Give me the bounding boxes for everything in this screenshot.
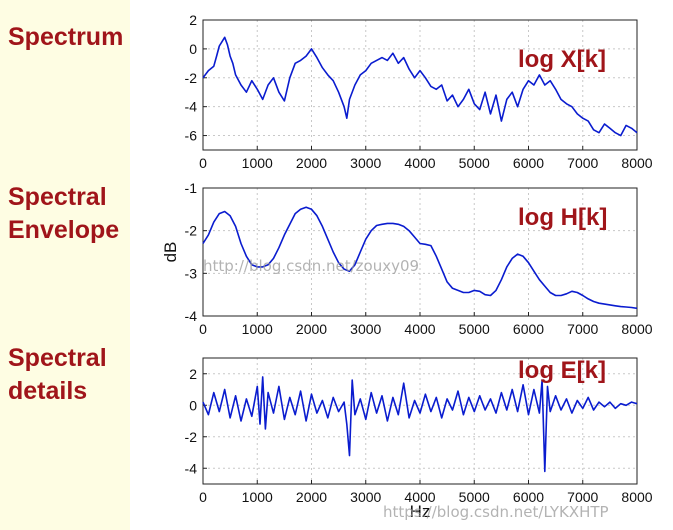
chart2-xtick-label: 5000 <box>459 321 490 337</box>
chart2-ytick-label: -1 <box>185 180 198 196</box>
chart2-series-line <box>202 206 638 310</box>
chart2-ytick-label: -4 <box>185 308 198 324</box>
chart2-ytick-label: -2 <box>185 223 198 239</box>
chart3-xtick-label: 4000 <box>404 489 435 505</box>
label-spectral-envelope-line2: Envelope <box>8 216 120 244</box>
chart1-xtick-label: 2000 <box>296 155 327 171</box>
chart2-xtick-label: 0 <box>199 321 207 337</box>
chart1-xtick-label: 8000 <box>621 155 652 171</box>
chart2-ylabel: dB <box>161 242 180 263</box>
chart3-ytick-label: 2 <box>189 366 197 382</box>
chart2-xtick-label: 6000 <box>513 321 544 337</box>
chart3-xlabel: Hz <box>410 502 431 521</box>
chart1-xtick-label: 7000 <box>567 155 598 171</box>
chart3-xtick-label: 2000 <box>296 489 327 505</box>
label-spectral-envelope-line1: Spectral <box>8 183 107 211</box>
chart3-xtick-label: 0 <box>199 489 207 505</box>
label-spectral-details-line1: Spectral <box>8 344 107 372</box>
watermark-middle: http://blog.csdn.net/zouxy09 <box>203 257 420 275</box>
label-spectral-details-line2: details <box>8 377 88 405</box>
chart2-xtick-label: 1000 <box>242 321 273 337</box>
chart1-xtick-label: 6000 <box>513 155 544 171</box>
chart2-xtick-label: 8000 <box>621 321 652 337</box>
chart2-annotation: log H[k] <box>518 204 607 231</box>
chart1-xtick-label: 4000 <box>404 155 435 171</box>
chart1-ytick-label: -2 <box>185 70 198 86</box>
chart2-xtick-label: 3000 <box>350 321 381 337</box>
chart3-xtick-label: 6000 <box>513 489 544 505</box>
chart2-xtick-label: 2000 <box>296 321 327 337</box>
chart3-ytick-label: -2 <box>185 429 198 445</box>
chart1-ytick-label: 2 <box>189 12 197 28</box>
chart1-annotation: log X[k] <box>518 46 606 73</box>
chart3-xtick-label: 1000 <box>242 489 273 505</box>
label-spectrum: Spectrum <box>8 23 124 51</box>
chart2-xtick-label: 4000 <box>404 321 435 337</box>
chart3-ytick-label: -4 <box>185 460 198 476</box>
chart3-ytick-label: 0 <box>189 397 197 413</box>
left-label-strip <box>0 0 130 530</box>
chart2-ytick-label: -3 <box>185 265 198 281</box>
chart3-xtick-label: 3000 <box>350 489 381 505</box>
chart3-annotation: log E[k] <box>518 357 606 384</box>
chart3-xtick-label: 5000 <box>459 489 490 505</box>
chart3-series-line <box>202 376 638 473</box>
chart1-ytick-label: -4 <box>185 99 198 115</box>
chart1-xtick-label: 5000 <box>459 155 490 171</box>
chart1-xtick-label: 3000 <box>350 155 381 171</box>
watermark-bottom: https://blog.csdn.net/LYKXHTP <box>383 503 609 521</box>
chart1-series-line <box>202 36 638 137</box>
chart1-ytick-label: 0 <box>189 41 197 57</box>
chart3-xtick-label: 8000 <box>621 489 652 505</box>
chart1-xtick-label: 1000 <box>242 155 273 171</box>
chart1-ytick-label: -6 <box>185 128 198 144</box>
chart3-xtick-label: 7000 <box>567 489 598 505</box>
chart1-xtick-label: 0 <box>199 155 207 171</box>
chart2-xtick-label: 7000 <box>567 321 598 337</box>
